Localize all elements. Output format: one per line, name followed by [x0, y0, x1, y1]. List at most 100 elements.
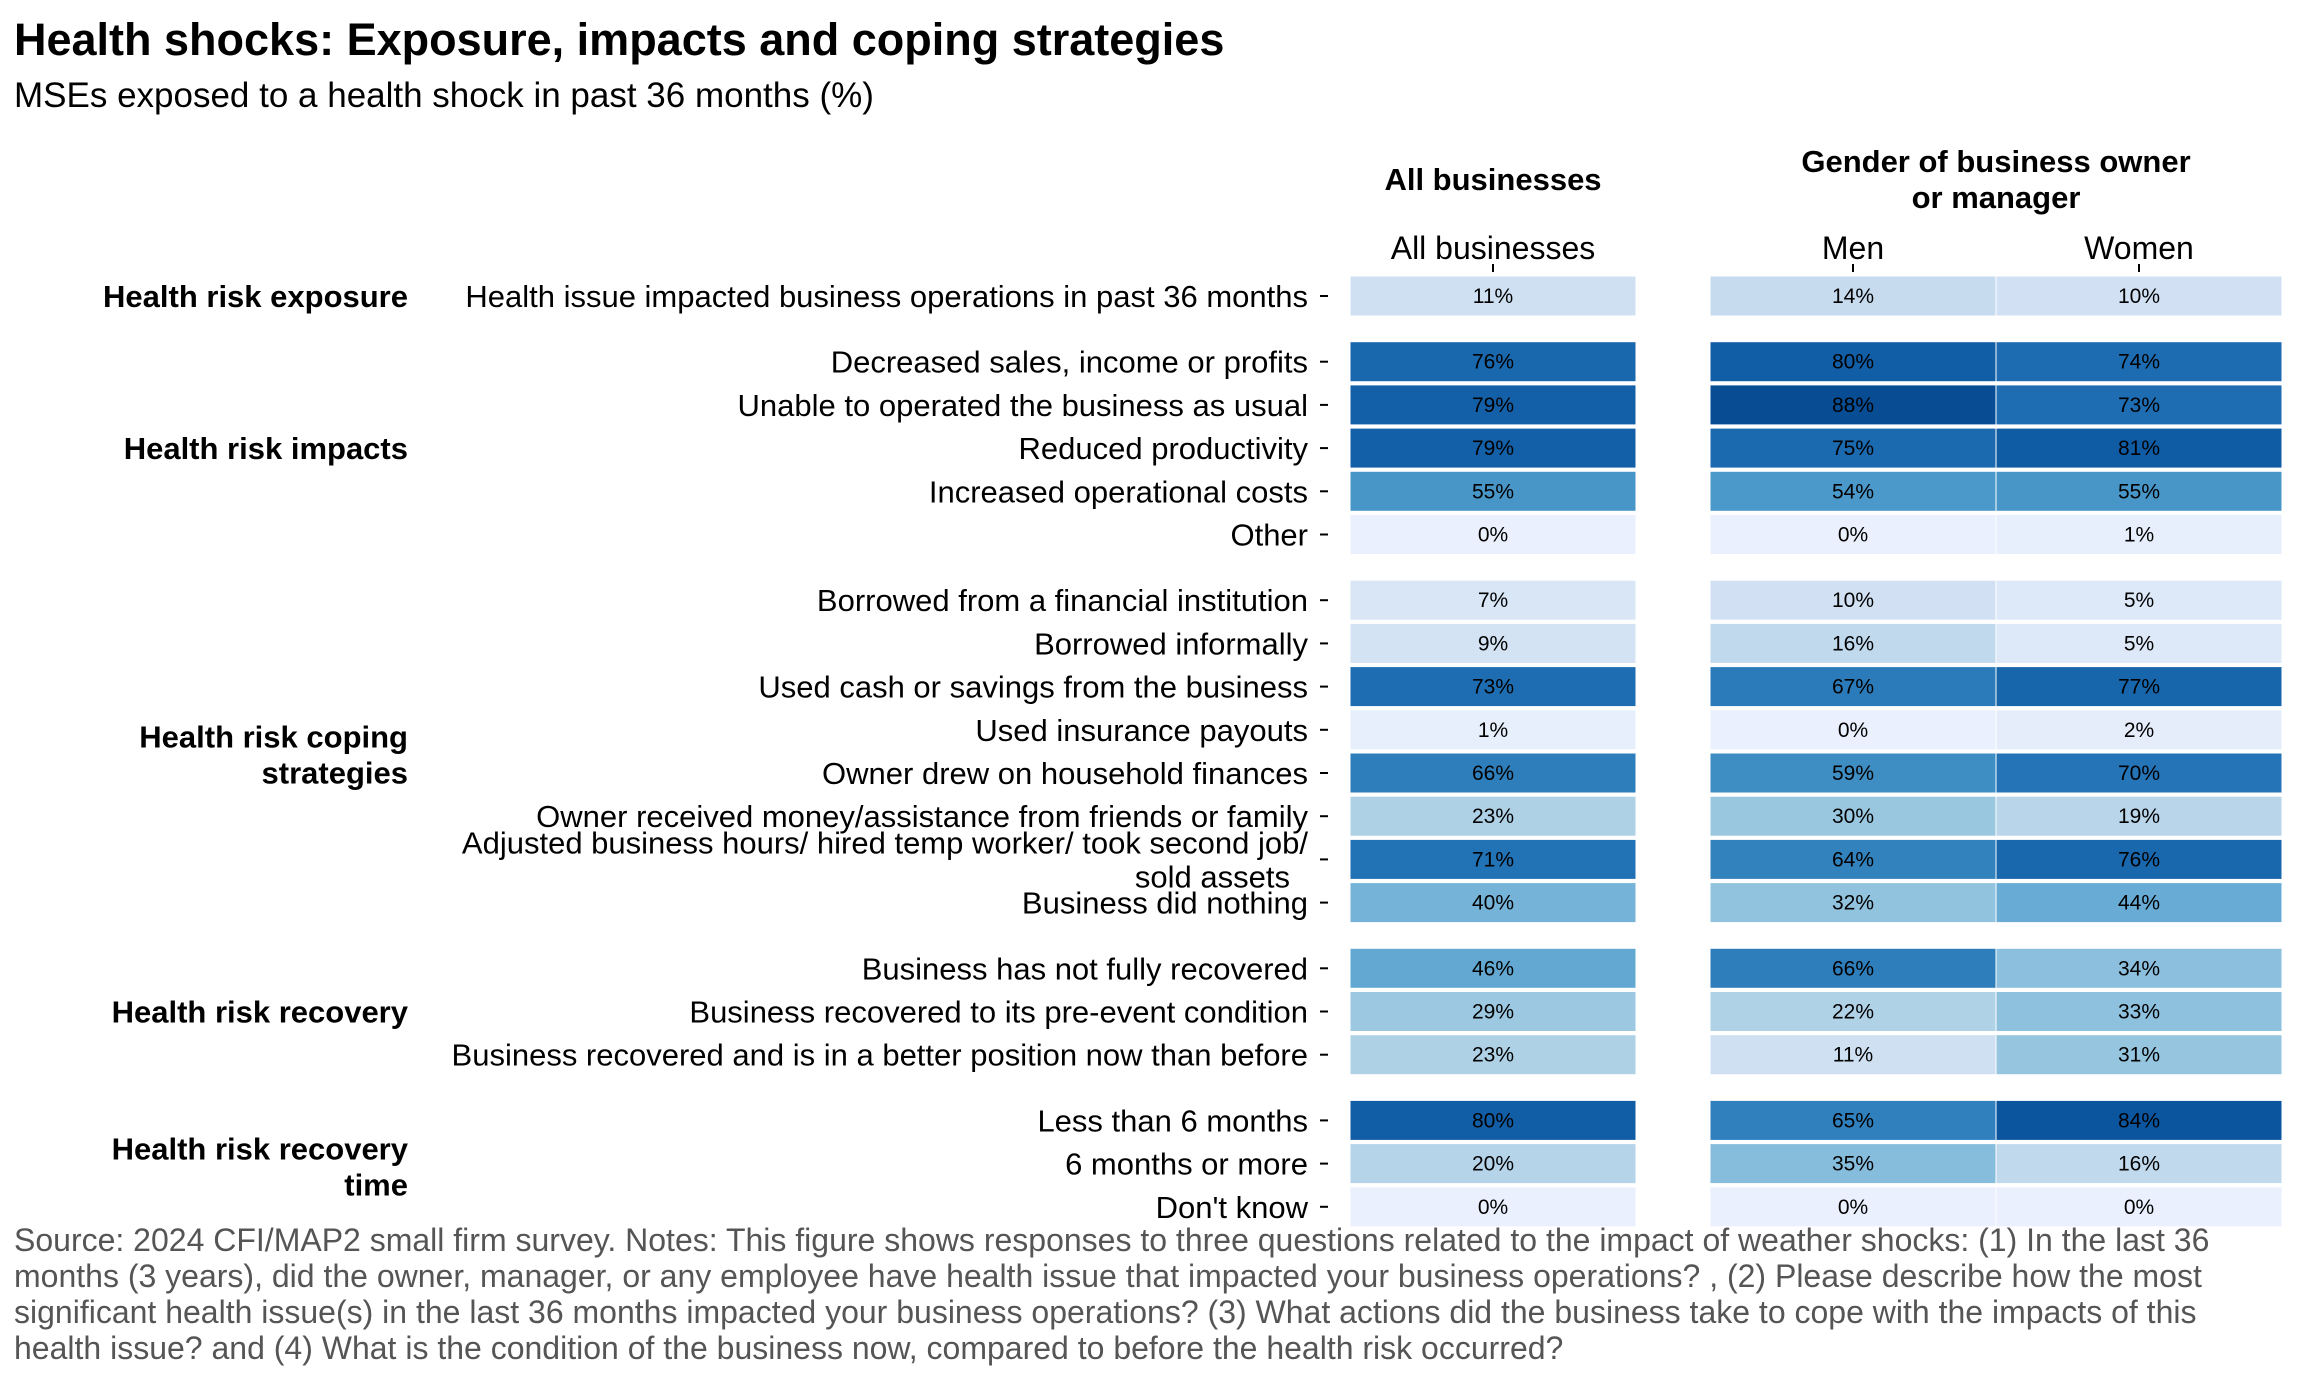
- cell-value-label: 22%: [1832, 1001, 1874, 1024]
- cell-value-label: 75%: [1832, 437, 1874, 460]
- cell-value-label: 66%: [1832, 957, 1874, 980]
- cell-value-label: 84%: [2118, 1109, 2160, 1132]
- row-label: Borrowed informally: [1034, 626, 1308, 661]
- cell-value-label: 0%: [1838, 1196, 1868, 1219]
- cell-value-label: 80%: [1472, 1109, 1514, 1132]
- cell-value-label: 0%: [1838, 524, 1868, 547]
- group-label: Health risk impacts: [124, 431, 408, 466]
- group-label: Health risk coping: [139, 719, 408, 754]
- cell-value-label: 32%: [1832, 892, 1874, 915]
- heatmap-cell: [1349, 384, 1637, 426]
- cell-value-label: 71%: [1472, 848, 1514, 871]
- heatmap-cell: [1995, 709, 2283, 751]
- heatmap-cell: [1709, 579, 1997, 621]
- cell-value-label: 16%: [1832, 632, 1874, 655]
- cell-value-label: 70%: [2118, 762, 2160, 785]
- cell-value-label: 7%: [1478, 589, 1508, 612]
- cell-value-label: 80%: [1832, 351, 1874, 374]
- cell-value-label: 30%: [1832, 805, 1874, 828]
- cell-value-label: 76%: [2118, 848, 2160, 871]
- heatmap-cell: [1709, 341, 1997, 383]
- cell-value-label: 74%: [2118, 351, 2160, 374]
- heatmap-cell: [1995, 752, 2283, 794]
- heatmap-cell: [1349, 838, 1637, 880]
- heatmap-cell: [1995, 991, 2283, 1032]
- heatmap-cell: [1709, 470, 1997, 512]
- heatmap-cell: [1995, 384, 2283, 426]
- cell-value-label: 79%: [1472, 437, 1514, 460]
- heatmap-cell: [1709, 752, 1997, 794]
- heatmap-cell: [1995, 470, 2283, 512]
- cell-value-label: 20%: [1472, 1153, 1514, 1176]
- heatmap-cell: [1349, 1034, 1637, 1076]
- heatmap-cell: [1349, 1186, 1637, 1228]
- cell-value-label: 40%: [1472, 892, 1514, 915]
- heatmap-cell: [1709, 709, 1997, 751]
- heatmap-cell: [1349, 991, 1637, 1032]
- row-label: Owner drew on household finances: [822, 756, 1308, 791]
- cell-value-label: 0%: [1838, 719, 1868, 742]
- row-label: Other: [1230, 518, 1308, 553]
- cell-value-label: 1%: [1478, 719, 1508, 742]
- row-label: Reduced productivity: [1019, 431, 1309, 466]
- row-label: Health issue impacted business operation…: [465, 279, 1308, 314]
- cell-value-label: 55%: [1472, 480, 1514, 503]
- heatmap-cell: [1995, 341, 2283, 383]
- heatmap-cell: [1349, 514, 1637, 555]
- cell-value-label: 16%: [2118, 1153, 2160, 1176]
- cell-value-label: 0%: [1478, 1196, 1508, 1219]
- heatmap-cell: [1995, 882, 2283, 924]
- column-header: Men: [1822, 230, 1884, 266]
- heatmap-cell: [1995, 427, 2283, 469]
- heatmap-cell: [1349, 709, 1637, 751]
- cell-value-label: 79%: [1472, 394, 1514, 417]
- heatmap-cell: [1349, 341, 1637, 383]
- heatmap-cell: [1995, 838, 2283, 880]
- cell-value-label: 76%: [1472, 351, 1514, 374]
- heatmap-cell: [1349, 1099, 1637, 1141]
- cell-value-label: 5%: [2124, 589, 2154, 612]
- cell-value-label: 59%: [1832, 762, 1874, 785]
- heatmap-cell: [1995, 579, 2283, 621]
- heatmap-cell: [1709, 1186, 1997, 1228]
- heatmap-cell: [1709, 795, 1997, 837]
- chart-subtitle: MSEs exposed to a health shock in past 3…: [14, 76, 874, 115]
- heatmap-cell: [1995, 1099, 2283, 1141]
- row-label: Business did nothing: [1022, 886, 1308, 921]
- cell-value-label: 2%: [2124, 719, 2154, 742]
- cell-value-label: 23%: [1472, 805, 1514, 828]
- cell-value-label: 55%: [2118, 480, 2160, 503]
- row-label: Used insurance payouts: [975, 713, 1308, 748]
- cell-value-label: 11%: [1473, 285, 1513, 308]
- row-label: Increased operational costs: [929, 474, 1308, 509]
- heatmap-cell: [1349, 795, 1637, 837]
- source-note: Source: 2024 CFI/MAP2 small firm survey.…: [14, 1222, 2210, 1366]
- heatmap-cell: [1709, 1099, 1997, 1141]
- cell-value-label: 46%: [1472, 957, 1514, 980]
- row-label: Business recovered to its pre-event cond…: [689, 995, 1308, 1030]
- cell-value-label: 10%: [1832, 589, 1874, 612]
- cell-value-label: 9%: [1478, 632, 1508, 655]
- heatmap-cell: [1709, 666, 1997, 708]
- column-header: All businesses: [1391, 230, 1596, 266]
- cell-value-label: 66%: [1472, 762, 1514, 785]
- cell-value-label: 73%: [2118, 394, 2160, 417]
- group-label: time: [344, 1168, 408, 1203]
- heatmap-cell: [1995, 795, 2283, 837]
- heatmap-cell: [1995, 622, 2283, 664]
- heatmap-cell: [1349, 882, 1637, 924]
- chart-title: Health shocks: Exposure, impacts and cop…: [14, 14, 1225, 65]
- row-label: Used cash or savings from the business: [758, 670, 1308, 705]
- row-label: Owner received money/assistance from fri…: [536, 799, 1308, 834]
- row-label: Don't know: [1156, 1190, 1309, 1225]
- heatmap-cell: [1709, 427, 1997, 469]
- panel-title: All businesses: [1384, 162, 1601, 197]
- heatmap-cell: [1349, 275, 1637, 317]
- group-label: Health risk recovery: [112, 1132, 409, 1167]
- heatmap-cell: [1349, 622, 1637, 664]
- cell-value-label: 29%: [1472, 1001, 1514, 1024]
- heatmap-cell: [1349, 470, 1637, 512]
- row-label: Unable to operated the business as usual: [738, 388, 1308, 423]
- heatmap-cell: [1995, 1186, 2283, 1228]
